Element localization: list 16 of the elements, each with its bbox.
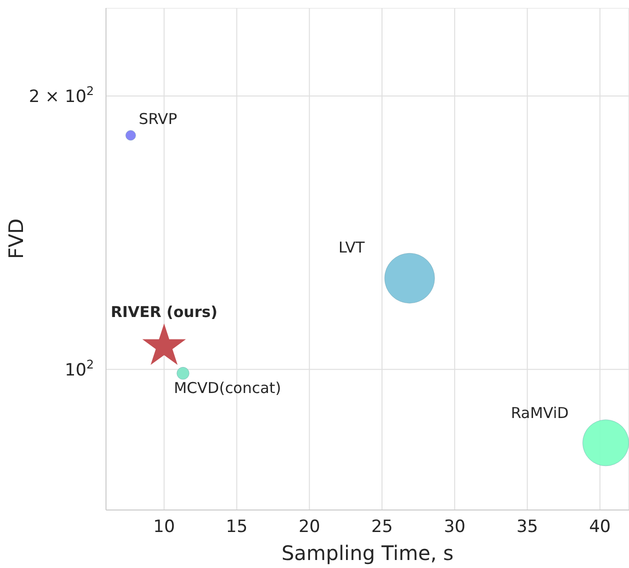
series-label: RaMViD	[510, 404, 569, 422]
x-tick-label: 20	[298, 517, 320, 537]
y-tick-label: 10$^{2}$	[64, 357, 94, 380]
x-tick-label: 15	[226, 517, 248, 537]
x-tick-label: 25	[371, 517, 393, 537]
y-tick-label: 2 × 10$^{2}$	[28, 84, 94, 107]
x-tick-label: 35	[516, 517, 538, 537]
x-axis-title: Sampling Time, s	[281, 541, 454, 565]
x-tick-label: 30	[444, 517, 466, 537]
series-label: LVT	[338, 238, 366, 257]
series-label: MCVD(concat)	[174, 379, 282, 398]
x-tick-label: 40	[589, 517, 611, 537]
x-tick-label: 10	[153, 517, 175, 537]
y-axis-title: FVD	[4, 218, 28, 259]
series-label: RIVER (ours)	[110, 302, 218, 321]
series-label: SRVP	[138, 110, 178, 128]
